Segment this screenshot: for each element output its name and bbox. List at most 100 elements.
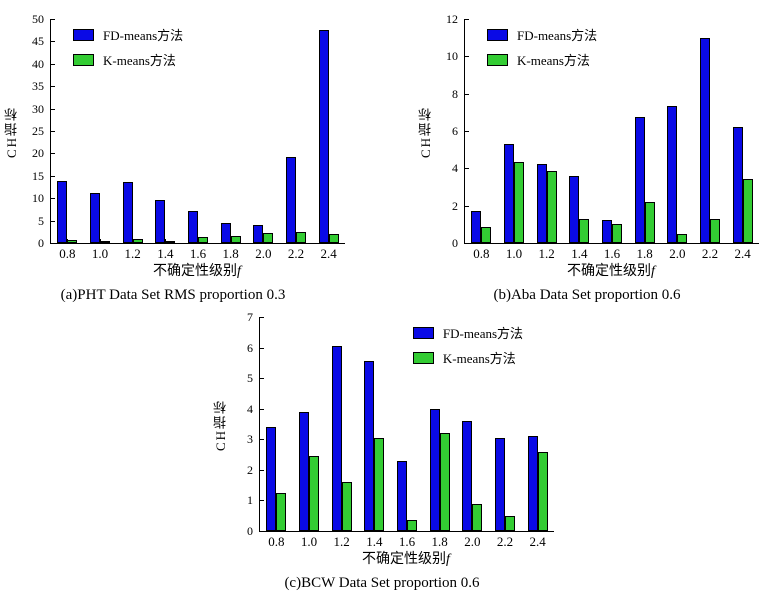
y-tick-mark <box>51 108 55 110</box>
x-tick-mark <box>276 527 278 531</box>
bar-fd <box>220 223 231 243</box>
bar-k <box>309 456 319 531</box>
y-tick-label: 4 <box>247 401 253 416</box>
x-tick-label: 1.6 <box>189 246 207 261</box>
legend-item: K-means方法 <box>412 348 523 367</box>
bar-k <box>439 433 450 531</box>
bar-fd <box>495 437 505 531</box>
plot-area: 0 2 4 6 8 10 12 0.8 1.0 1.2 1.4 1.6 1.8 2.0 2.2 2.4 FD-m… <box>446 12 759 261</box>
bar-k <box>67 239 78 243</box>
bar-fd <box>634 117 645 243</box>
bar-fd <box>700 37 710 243</box>
bottom-row: CH指标 0 1 2 3 4 5 6 7 0.8 1.0 1.2 1.4 1.6 1.8 2.0 2.2 2.4 F… <box>0 306 764 592</box>
x-axis-label: 不确定性级别f <box>362 552 450 567</box>
x-tick-label: 1.8 <box>431 534 448 549</box>
legend-swatch-k <box>487 53 508 66</box>
chart-a: CH指标 0 5 10 15 20 25 30 35 40 45 50 0.8 1.0 1.2 1.4 1.6 1… <box>2 8 345 304</box>
y-tick-mark <box>51 175 55 177</box>
x-tick-mark <box>472 527 474 531</box>
bar-k <box>296 231 306 243</box>
y-tick-label: 40 <box>32 56 44 71</box>
x-tick-label: 2.2 <box>701 246 719 261</box>
x-tick-label: 1.0 <box>300 534 318 549</box>
y-tick-label: 0 <box>38 236 44 250</box>
x-tick-label: 1.8 <box>222 246 239 261</box>
bar-k <box>537 451 548 531</box>
legend-label: FD-means方法 <box>442 326 524 341</box>
bar-k <box>132 238 143 243</box>
plot-region: CH指标 0 2 4 6 8 10 12 0.8 1.0 1.2 1.4 1.6 1.8 2.0 2.2 2.4… <box>416 8 759 261</box>
bar-k <box>407 520 417 531</box>
y-tick-mark <box>51 41 55 43</box>
bar-fd <box>122 181 133 243</box>
chart-caption: (b)Aba Data Set proportion 0.6 <box>493 287 681 303</box>
x-tick-mark <box>328 239 330 243</box>
bar-k <box>546 171 557 243</box>
bar-fd <box>471 211 482 243</box>
x-tick-mark <box>198 239 199 243</box>
plot-region: CH指标 0 5 10 15 20 25 30 35 40 45 50 0.8 1.0 1.2 1.4 1.6 1… <box>2 8 345 261</box>
y-tick-mark <box>260 317 264 318</box>
bar-fd <box>266 427 277 531</box>
y-tick-label: 0 <box>452 236 458 250</box>
legend: FD-means方法 K-means方法 <box>412 323 524 367</box>
bar-k <box>514 161 524 243</box>
bar-fd <box>253 225 264 243</box>
legend: FD-means方法 K-means方法 <box>73 25 183 69</box>
y-tick-label: 30 <box>32 101 44 116</box>
y-tick-label: 7 <box>247 310 253 324</box>
x-tick-mark <box>165 239 167 243</box>
legend: FD-means方法 K-means方法 <box>487 25 597 69</box>
x-tick-mark <box>263 239 265 243</box>
bar-k <box>472 503 483 531</box>
x-tick-mark <box>100 239 101 243</box>
y-tick-label: 45 <box>32 34 44 49</box>
y-tick-label: 0 <box>247 524 253 538</box>
x-tick-label: 1.4 <box>366 534 383 549</box>
bar-k <box>612 224 622 243</box>
bar-fd <box>504 144 514 243</box>
legend-item: FD-means方法 <box>73 25 183 44</box>
legend-label: FD-means方法 <box>517 28 598 43</box>
bar-fd <box>462 420 473 531</box>
bar-k <box>710 218 720 243</box>
y-tick-label: 15 <box>32 168 44 183</box>
y-tick-label: 5 <box>38 213 44 228</box>
y-tick-mark <box>465 19 469 20</box>
bar-k <box>230 235 241 243</box>
x-tick-label: 1.6 <box>603 246 621 261</box>
y-tick-label: 6 <box>452 124 458 138</box>
bar-fd <box>188 210 198 243</box>
bar-k <box>341 482 352 531</box>
plot-area: 0 1 2 3 4 5 6 7 0.8 1.0 1.2 1.4 1.6 1.8 2.0 2.2 2.4 FD-me… <box>247 310 554 549</box>
y-tick-mark <box>465 168 469 170</box>
legend-label: K-means方法 <box>442 351 516 366</box>
y-tick-mark <box>260 439 264 441</box>
bar-fd <box>331 346 342 531</box>
x-tick-label: 2.2 <box>287 246 305 261</box>
y-tick-label: 6 <box>247 340 253 355</box>
x-tick-mark <box>710 239 711 243</box>
chart-caption: (c)BCW Data Set proportion 0.6 <box>284 575 480 591</box>
legend-swatch-fd <box>412 326 434 339</box>
bar-k <box>677 233 688 243</box>
plot-area: 0 5 10 15 20 25 30 35 40 45 50 0.8 1.0 1.2 1.4 1.6 1.8 2.… <box>32 12 345 261</box>
bar-fd <box>397 460 407 531</box>
bar-fd <box>527 436 538 531</box>
x-tick-label: 0.8 <box>268 534 285 549</box>
bar-k <box>742 178 753 243</box>
bar-fd <box>155 200 166 243</box>
y-tick-label: 25 <box>32 124 44 138</box>
bar-k <box>198 237 208 243</box>
x-tick-mark <box>341 527 343 531</box>
y-tick-mark <box>465 56 469 58</box>
y-tick-mark <box>260 347 264 349</box>
x-tick-mark <box>481 239 483 243</box>
bar-fd <box>90 192 100 243</box>
y-tick-mark <box>465 93 469 95</box>
y-tick-label: 12 <box>446 12 458 26</box>
x-tick-mark <box>677 239 679 243</box>
x-tick-mark <box>644 239 646 243</box>
y-tick-mark <box>51 19 55 20</box>
x-tick-label: 2.0 <box>669 246 686 261</box>
